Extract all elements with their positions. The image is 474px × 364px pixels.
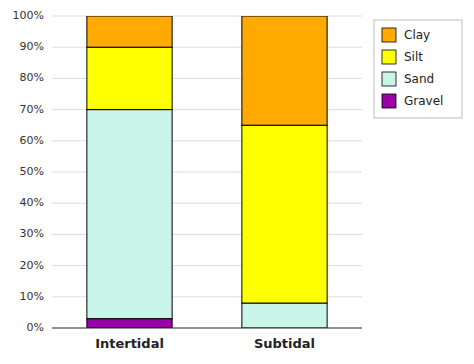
legend-label: Silt [404, 50, 423, 64]
legend-label: Gravel [404, 94, 443, 108]
chart: 0% 10% 20% 30% 40% 50% 60% 70% 80% 90% 100% Interti… [0, 0, 474, 364]
bar-segment [87, 16, 172, 47]
chart-container: 0% 10% 20% 30% 40% 50% 60% 70% 80% 90% 100% Interti… [0, 0, 474, 364]
legend-swatch [382, 94, 396, 108]
y-tick-label: 30% [20, 227, 44, 240]
bar-segment [87, 319, 172, 328]
y-tick-label: 70% [20, 103, 44, 116]
x-axis-line [52, 327, 362, 328]
y-axis: 0% 10% 20% 30% 40% 50% 60% 70% 80% 90% 100% [13, 9, 44, 334]
legend-swatch [382, 50, 396, 64]
legend-swatch [382, 28, 396, 42]
legend-swatch [382, 72, 396, 86]
grid [52, 16, 362, 328]
bar-segment [87, 47, 172, 109]
y-tick-label: 80% [20, 71, 44, 84]
x-axis: Intertidal Subtidal [95, 336, 315, 351]
bars [87, 16, 327, 328]
x-tick-label: Subtidal [254, 336, 315, 351]
y-tick-label: 90% [20, 40, 44, 53]
y-tick-label: 100% [13, 9, 44, 22]
bar-segment [242, 303, 327, 328]
bar-segment [87, 110, 172, 319]
y-tick-label: 10% [20, 290, 44, 303]
legend: Clay Silt Sand Gravel [374, 20, 462, 118]
bar-segment [242, 125, 327, 303]
y-tick-label: 20% [20, 259, 44, 272]
y-tick-label: 50% [20, 165, 44, 178]
x-tick-label: Intertidal [95, 336, 164, 351]
legend-label: Sand [404, 72, 434, 86]
bar-segment [242, 16, 327, 125]
legend-frame [374, 20, 462, 118]
y-tick-label: 40% [20, 196, 44, 209]
legend-label: Clay [404, 28, 430, 42]
grid-line [52, 328, 362, 329]
y-tick-label: 60% [20, 134, 44, 147]
y-tick-label: 0% [27, 321, 44, 334]
